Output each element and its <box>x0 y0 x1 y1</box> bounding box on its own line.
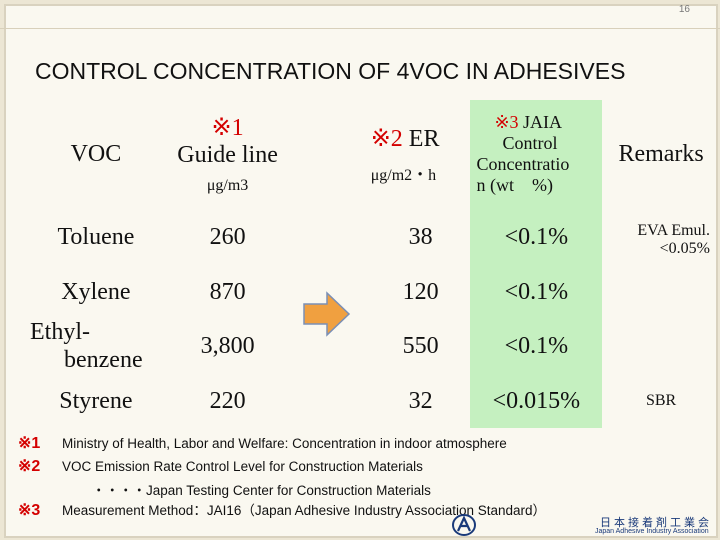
cell-guide: 260 <box>209 223 246 250</box>
jaia-mark: ※3 <box>494 112 519 132</box>
guide-unit: μg/m3 <box>206 177 249 194</box>
footnote-item: ・・・・Japan Testing Center for Constructio… <box>92 483 431 498</box>
cell-er: 120 <box>402 278 439 305</box>
logo-subtitle: Japan Adhesive Industry Association <box>595 528 709 535</box>
cell-voc: Styrene <box>59 387 133 414</box>
slide-title: CONTROL CONCENTRATION OF 4VOC IN ADHESIV… <box>35 58 626 84</box>
cell-er: 550 <box>402 332 439 359</box>
cell-remarks: SBR <box>645 392 677 409</box>
header-divider <box>0 28 720 29</box>
cell-remarks <box>602 266 720 318</box>
table-row: Toluene 260 38 <0.1% EVA Emul. <0.05% <box>30 208 720 266</box>
jaia-label: JAIA <box>518 112 563 132</box>
header-voc: VOC <box>70 140 122 167</box>
cell-jaia: <0.1% <box>470 318 603 374</box>
jaia-line3: Concentratio <box>476 154 570 174</box>
logo-text: 日本接着剤工業会 <box>600 517 712 529</box>
header-er: ※2 ER μg/m2・h <box>371 100 471 208</box>
cell-guide: 3,800 <box>200 332 255 359</box>
footnote-item: ※3 Measurement Method：JAI16（Japan Adhesiv… <box>18 502 547 519</box>
guide-label: Guide line <box>177 142 278 168</box>
er-mark: ※2 <box>370 125 403 152</box>
cell-er: 32 <box>408 387 433 414</box>
header-guide-line: ※1 Guide line μg/m3 <box>162 100 293 208</box>
cell-jaia: <0.015% <box>470 374 603 428</box>
table-row: Styrene 220 32 <0.015% SBR <box>30 374 720 428</box>
cell-er: 38 <box>408 223 433 250</box>
table-row: Ethyl- benzene 3,800 550 <0.1% <box>30 318 720 374</box>
association-logo-icon <box>452 514 476 536</box>
cell-jaia: <0.1% <box>470 266 603 318</box>
cell-voc: Toluene <box>57 223 135 250</box>
footnote-item: ※1 Ministry of Health, Labor and Welfare:… <box>18 435 507 452</box>
cell-voc: Xylene <box>61 278 131 305</box>
jaia-line4: n (wt %) <box>476 175 553 195</box>
footnotes: ※1 Ministry of Health, Labor and Welfare:… <box>18 433 546 522</box>
page-number: 16 <box>678 4 690 15</box>
guide-mark: ※1 <box>211 115 244 141</box>
cell-remarks: EVA Emul. <0.05% <box>637 222 710 257</box>
jaia-line2: Control <box>502 133 558 153</box>
cell-guide: 870 <box>209 278 246 305</box>
cell-jaia: <0.1% <box>470 208 603 266</box>
voc-table: VOC ※1 Guide line μg/m3 ※2 ER μg/m2・h ※3… <box>30 100 720 428</box>
er-label: ER <box>402 125 440 152</box>
table-header-row: VOC ※1 Guide line μg/m3 ※2 ER μg/m2・h ※3… <box>30 100 720 208</box>
er-unit: μg/m2・h <box>370 166 437 184</box>
table-row: Xylene 870 120 <0.1% <box>30 266 720 318</box>
cell-guide: 220 <box>209 387 246 414</box>
header-spacer <box>293 100 370 208</box>
footnote-item: ※2 VOC Emission Rate Control Level for Co… <box>18 458 423 475</box>
header-jaia: ※3 JAIA Control Concentratio n (wt %) <box>470 100 603 208</box>
cell-remarks <box>602 318 720 374</box>
cell-voc: Ethyl- benzene <box>30 319 143 373</box>
header-remarks: Remarks <box>618 140 704 167</box>
right-arrow-icon <box>303 291 351 337</box>
